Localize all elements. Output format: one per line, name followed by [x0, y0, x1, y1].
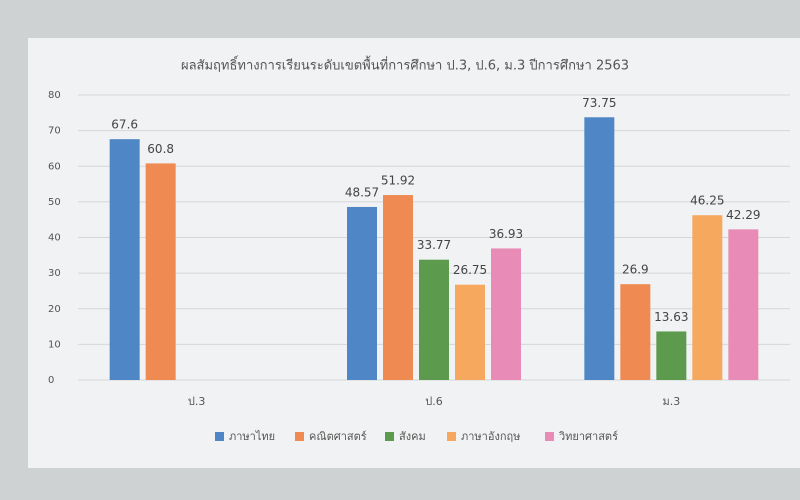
y-tick-label: 50: [48, 197, 61, 208]
chart-panel: [28, 38, 800, 468]
value-label: 46.25: [690, 194, 724, 208]
y-tick-label: 40: [48, 233, 61, 244]
legend-swatch: [447, 432, 456, 441]
bar: [728, 229, 759, 380]
bar: [347, 206, 377, 380]
value-label: 51.92: [381, 174, 415, 188]
legend-label: คณิตศาสตร์: [309, 430, 367, 443]
legend-swatch: [545, 432, 554, 441]
legend-label: ภาษาไทย: [229, 430, 275, 443]
y-tick-label: 10: [48, 339, 61, 350]
chart-title: ผลสัมฤทธิ์ทางการเรียนระดับเขตพื้นที่การศ…: [181, 56, 629, 74]
value-label: 33.77: [417, 238, 451, 252]
y-tick-label: 0: [48, 375, 54, 386]
value-label: 73.75: [582, 96, 616, 110]
legend-label: ภาษาอังกฤษ: [461, 430, 520, 443]
value-label: 48.57: [345, 185, 379, 199]
value-label: 36.93: [489, 227, 523, 241]
x-tick-label: ป.6: [425, 395, 442, 408]
x-tick-label: ม.3: [662, 395, 680, 408]
bar: [491, 248, 521, 380]
legend-label: วิทยาศาสตร์: [558, 430, 618, 443]
value-label: 26.75: [453, 263, 487, 277]
y-tick-label: 60: [48, 161, 61, 172]
legend-label: สังคม: [399, 430, 426, 443]
value-label: 26.9: [622, 263, 649, 277]
bar: [584, 117, 615, 380]
legend-swatch: [385, 432, 394, 441]
bar: [419, 259, 449, 380]
x-tick-label: ป.3: [188, 395, 205, 408]
value-label: 13.63: [654, 310, 688, 324]
bar: [383, 195, 413, 380]
bar: [656, 331, 687, 380]
value-label: 60.8: [147, 142, 174, 156]
legend-swatch: [215, 432, 224, 441]
bar: [692, 215, 723, 380]
y-tick-label: 70: [48, 126, 61, 137]
y-tick-label: 30: [48, 268, 61, 279]
y-tick-label: 20: [48, 304, 61, 315]
y-tick-label: 80: [48, 90, 61, 101]
value-label: 42.29: [726, 208, 760, 222]
bar: [455, 284, 485, 380]
value-label: 67.6: [111, 118, 138, 132]
bar: [145, 163, 176, 380]
legend-swatch: [295, 432, 304, 441]
bar: [109, 139, 140, 380]
bar: [620, 284, 651, 380]
